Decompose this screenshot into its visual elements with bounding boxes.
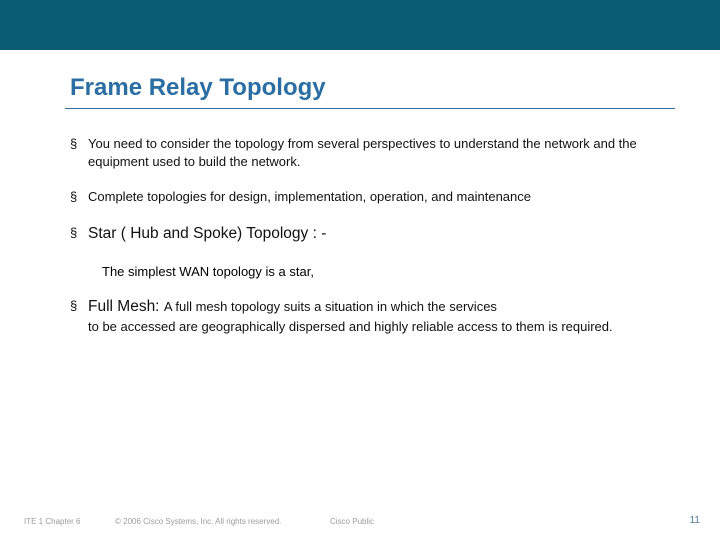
- title-underline: [65, 108, 675, 109]
- header-bar: [0, 0, 720, 50]
- bullet-text: Complete topologies for design, implemen…: [88, 189, 531, 204]
- sub-bullet-text: The simplest WAN topology is a star,: [102, 264, 314, 279]
- slide-content: Frame Relay Topology You need to conside…: [0, 50, 720, 334]
- footer-chapter: ITE 1 Chapter 6: [24, 517, 80, 526]
- bullet-list: You need to consider the topology from s…: [70, 135, 670, 245]
- footer-copyright: © 2006 Cisco Systems, Inc. All rights re…: [115, 517, 281, 526]
- footer-page-number: 11: [690, 515, 700, 526]
- sub-bullet: The simplest WAN topology is a star,: [70, 263, 670, 281]
- footer-classification: Cisco Public: [330, 517, 374, 526]
- bullet-body: A full mesh topology suits a situation i…: [164, 299, 497, 314]
- bullet-continuation: to be accessed are geographically disper…: [88, 319, 670, 334]
- bullet-item: You need to consider the topology from s…: [70, 135, 670, 170]
- bullet-item: Full Mesh: A full mesh topology suits a …: [70, 298, 670, 334]
- bullet-text: You need to consider the topology from s…: [88, 136, 637, 169]
- bullet-item: Star ( Hub and Spoke) Topology : -: [70, 224, 670, 245]
- slide-title: Frame Relay Topology: [70, 74, 670, 102]
- bullet-list-2: Full Mesh: A full mesh topology suits a …: [70, 298, 670, 334]
- bullet-item: Complete topologies for design, implemen…: [70, 188, 670, 206]
- bullet-heading: Star ( Hub and Spoke) Topology : -: [88, 225, 326, 242]
- bullet-lead: Full Mesh:: [88, 298, 164, 315]
